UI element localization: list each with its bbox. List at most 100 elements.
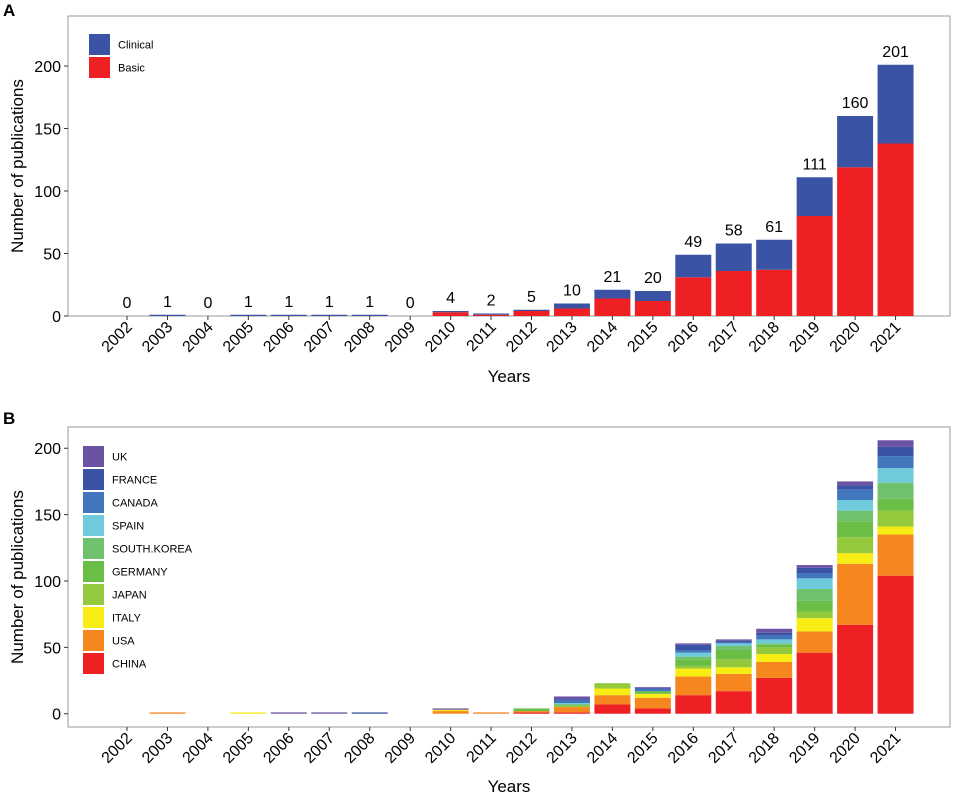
bar-segment-uk (553, 696, 590, 700)
bar-segment-china (634, 708, 671, 714)
bar-segment-spain (837, 500, 874, 511)
plot-area (67, 426, 951, 728)
bar-segment-spain (715, 643, 752, 647)
bar-segment-usa (149, 712, 186, 714)
bar-segment-usa (553, 707, 590, 713)
bar-segment-basic (594, 298, 631, 316)
x-tick-label: 2012 (503, 319, 540, 356)
bar-segment-italy (715, 667, 752, 674)
bar-segment-spain (877, 468, 914, 483)
bar-segment-uk (270, 712, 307, 714)
x-tick-label: 2014 (584, 319, 621, 356)
x-tick-label: 2016 (665, 730, 702, 767)
y-axis-label: Number of publications (8, 490, 27, 664)
legend-swatch (83, 630, 104, 651)
bar-segment-japan (715, 659, 752, 668)
bar-segment-china (594, 704, 631, 714)
bar-segment-france (553, 699, 590, 701)
data-label: 160 (842, 95, 869, 112)
data-label: 2 (487, 293, 496, 310)
x-tick-label: 2009 (382, 730, 419, 767)
bar-segment-clinical (149, 314, 186, 316)
bar-segment-canada (796, 573, 833, 579)
bar-segment-usa (634, 697, 671, 709)
bar-segment-uk (756, 628, 793, 633)
x-tick-label: 2014 (584, 730, 621, 767)
bar-segment-germany (634, 691, 671, 694)
bar-segment-usa (594, 695, 631, 705)
x-tick-label: 2003 (139, 730, 176, 767)
bar-segment-south-korea (675, 656, 712, 660)
bar-segment-japan (553, 705, 590, 708)
bar-segment-japan (796, 611, 833, 619)
x-tick-label: 2005 (220, 319, 257, 356)
bar-segment-germany (837, 521, 874, 538)
bar-segment-uk (796, 565, 833, 568)
bar-segment-clinical (311, 314, 348, 316)
x-tick-label: 2006 (260, 319, 297, 356)
bar-segment-canada (837, 489, 874, 501)
bar-segment-usa (473, 712, 510, 714)
x-tick-label: 2007 (301, 730, 338, 767)
bar-segment-italy (877, 526, 914, 535)
bar-segment-china (877, 575, 914, 714)
bar-segment-china (675, 695, 712, 714)
x-tick-label: 2015 (624, 319, 661, 356)
bar-segment-clinical (553, 303, 590, 309)
bar-segment-spain (553, 703, 590, 705)
legend-swatch (83, 515, 104, 536)
legend-label: CANADA (112, 498, 159, 510)
bar-segment-south-korea (837, 510, 874, 522)
data-label: 0 (203, 295, 212, 312)
bar-segment-clinical (351, 314, 388, 316)
x-tick-label: 2016 (665, 319, 702, 356)
bar-segment-usa (756, 661, 793, 678)
legend-label: USA (112, 636, 135, 648)
x-tick-label: 2008 (341, 319, 378, 356)
bar-segment-clinical (796, 177, 833, 216)
bar-segment-uk (634, 687, 671, 689)
x-tick-label: 2013 (544, 730, 581, 767)
x-tick-label: 2009 (382, 319, 419, 356)
legend-label: UK (112, 452, 128, 464)
x-tick-label: 2015 (624, 730, 661, 767)
data-label: 201 (882, 44, 909, 61)
bar-segment-basic (513, 311, 550, 316)
bar-segment-clinical (715, 243, 752, 271)
bar-segment-italy (675, 668, 712, 677)
x-tick-label: 2020 (827, 319, 864, 356)
x-tick-label: 2018 (746, 730, 783, 767)
x-tick-label: 2011 (464, 730, 500, 766)
bar-segment-canada (675, 650, 712, 653)
bar-segment-germany (675, 659, 712, 666)
x-tick-label: 2012 (503, 730, 540, 767)
data-label: 49 (684, 234, 702, 251)
panel-label-b: B (3, 409, 15, 428)
data-label: 10 (563, 283, 581, 300)
legend-swatch (83, 469, 104, 490)
x-tick-label: 2021 (867, 319, 904, 356)
bar-segment-canada (877, 456, 914, 469)
data-label: 0 (406, 295, 415, 312)
bar-segment-usa (715, 673, 752, 692)
data-label: 21 (604, 269, 622, 286)
bar-segment-italy (634, 693, 671, 698)
bar-segment-uk (675, 643, 712, 645)
data-label: 1 (244, 294, 253, 311)
bar-segment-uk (837, 481, 874, 486)
data-label: 5 (527, 289, 536, 306)
bar-segment-germany (553, 704, 590, 706)
bar-segment-clinical (634, 291, 671, 301)
x-tick-label: 2011 (464, 319, 500, 355)
x-tick-label: 2013 (544, 319, 581, 356)
bar-segment-basic (796, 216, 833, 316)
y-tick-label: 50 (43, 640, 61, 657)
y-tick-label: 100 (34, 574, 61, 591)
data-label: 4 (446, 290, 455, 307)
bar-segment-basic (634, 301, 671, 316)
bar-segment-italy (796, 618, 833, 632)
legend-label: Basic (118, 63, 145, 75)
bar-segment-clinical (837, 116, 874, 168)
bar-segment-china (715, 691, 752, 714)
legend-swatch (89, 57, 110, 78)
